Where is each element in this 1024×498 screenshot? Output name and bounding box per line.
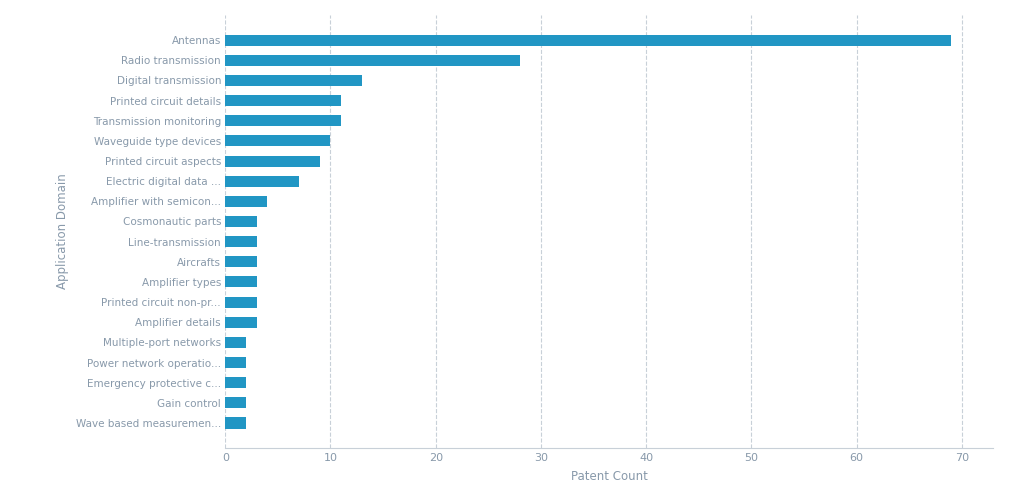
Bar	[225, 75, 362, 86]
Bar	[225, 55, 520, 66]
X-axis label: Patent Count: Patent Count	[570, 470, 648, 483]
Bar	[225, 337, 247, 348]
Bar	[225, 35, 951, 46]
Bar	[225, 317, 257, 328]
Bar	[225, 417, 247, 428]
Bar	[225, 95, 341, 106]
Bar	[225, 296, 257, 308]
Y-axis label: Application Domain: Application Domain	[56, 174, 69, 289]
Bar	[225, 397, 247, 408]
Bar	[225, 135, 331, 146]
Bar	[225, 115, 341, 126]
Bar	[225, 196, 267, 207]
Bar	[225, 357, 247, 368]
Bar	[225, 377, 247, 388]
Bar	[225, 176, 299, 187]
Bar	[225, 216, 257, 227]
Bar	[225, 256, 257, 267]
Bar	[225, 276, 257, 287]
Bar	[225, 236, 257, 247]
Bar	[225, 155, 319, 167]
